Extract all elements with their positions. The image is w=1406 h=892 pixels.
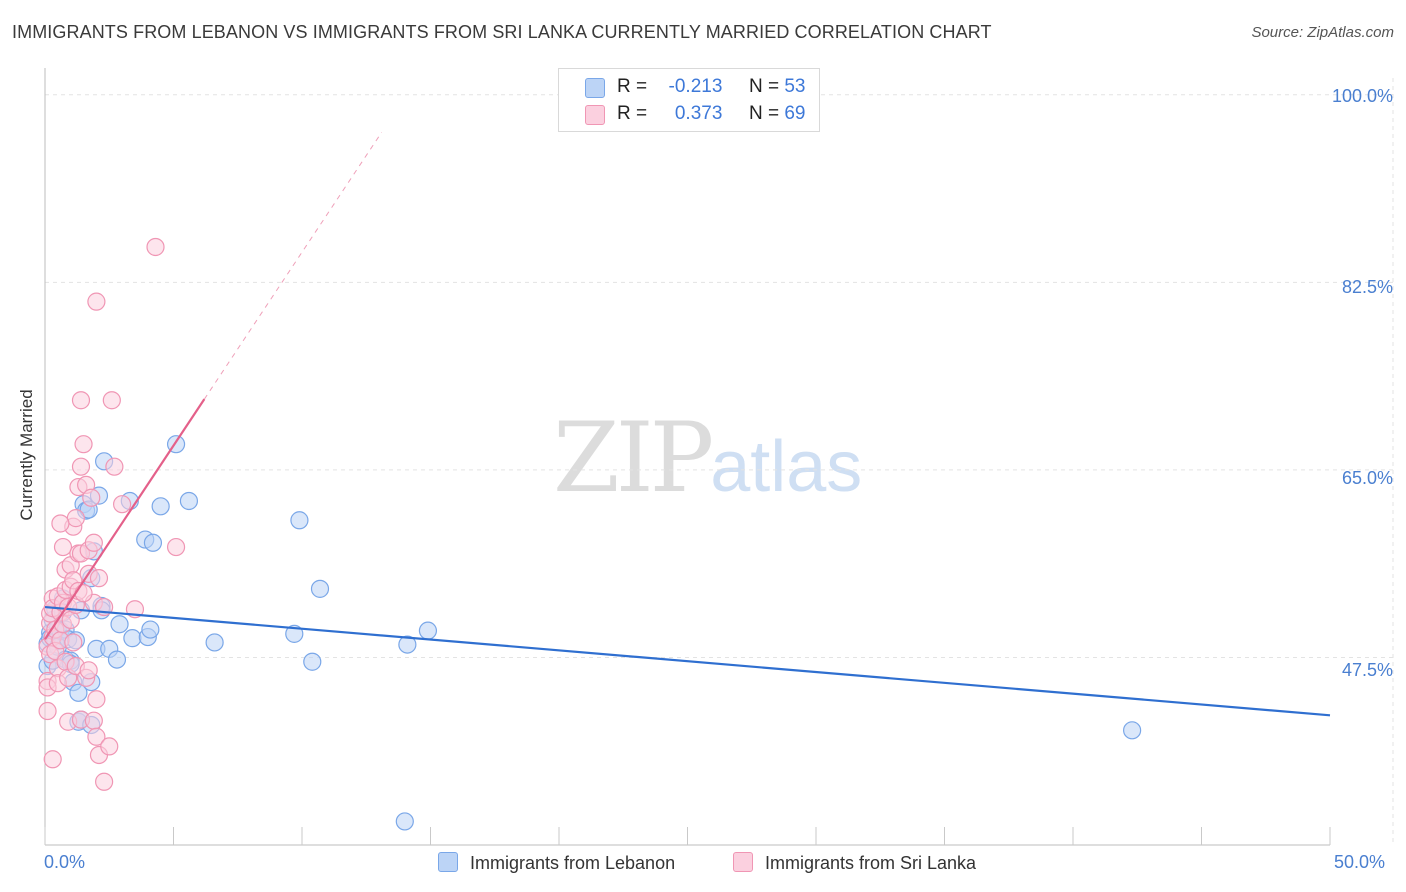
legend-swatch-srilanka xyxy=(585,105,605,125)
point-srilanka-55 xyxy=(89,569,109,588)
y-axis-label: Currently Married xyxy=(17,389,36,521)
point-lebanon-45 xyxy=(151,497,170,516)
watermark: ZIPatlas xyxy=(553,402,862,514)
point-lebanon-43 xyxy=(141,620,160,639)
point-srilanka-51 xyxy=(84,711,103,730)
chart-title: IMMIGRANTS FROM LEBANON VS IMMIGRANTS FR… xyxy=(12,22,992,42)
point-lebanon-47 xyxy=(179,491,199,511)
bottom-legend-label-srilanka: Immigrants from Sri Lanka xyxy=(765,853,977,873)
point-lebanon-40 xyxy=(123,629,142,648)
point-lebanon-53 xyxy=(398,635,417,654)
point-srilanka-59 xyxy=(100,737,119,756)
point-srilanka-2 xyxy=(38,701,57,721)
point-srilanka-62 xyxy=(112,495,132,514)
y-tick-label-65: 65.0% xyxy=(1341,468,1393,488)
point-srilanka-38 xyxy=(71,391,91,410)
point-srilanka-49 xyxy=(84,533,103,552)
point-srilanka-66 xyxy=(43,750,62,769)
y-tick-label-82-5: 82.5% xyxy=(1341,277,1393,297)
point-srilanka-60 xyxy=(102,391,121,410)
trend-line-lebanon xyxy=(44,605,1331,717)
bottom-legend-label-lebanon: Immigrants from Lebanon xyxy=(470,853,676,873)
point-lebanon-49 xyxy=(285,624,304,643)
bottom-legend-lebanon: Immigrants from Lebanon xyxy=(438,852,675,874)
point-srilanka-19 xyxy=(53,537,73,557)
point-srilanka-31 xyxy=(64,633,83,652)
trend-extension-srilanka xyxy=(203,132,383,400)
source-label: Source: ZipAtlas.com xyxy=(1251,24,1394,41)
point-srilanka-65 xyxy=(166,537,186,557)
point-srilanka-41 xyxy=(71,457,91,476)
point-srilanka-52 xyxy=(87,292,106,311)
point-srilanka-48 xyxy=(82,488,101,507)
y-tick-label-47-5: 47.5% xyxy=(1341,660,1393,680)
point-lebanon-51 xyxy=(303,652,322,671)
point-srilanka-68 xyxy=(74,584,93,603)
y-tick-label-100: 100.0% xyxy=(1331,86,1393,106)
trend-line-srilanka xyxy=(44,398,206,640)
point-lebanon-54 xyxy=(418,621,438,640)
bottom-legend-srilanka: Immigrants from Sri Lanka xyxy=(733,852,976,874)
point-lebanon-48 xyxy=(205,633,224,652)
point-lebanon-21 xyxy=(69,683,88,702)
point-srilanka-61 xyxy=(105,457,124,476)
point-srilanka-67 xyxy=(51,514,70,533)
x-tick-label-min: 0.0% xyxy=(44,852,86,872)
bottom-legend-swatch-srilanka xyxy=(733,852,753,872)
point-srilanka-42 xyxy=(74,435,93,454)
watermark-atlas: atlas xyxy=(710,427,863,507)
point-lebanon-55 xyxy=(1123,721,1142,740)
legend-stats-lebanon: R = -0.213 N = 53 xyxy=(617,76,806,97)
point-lebanon-44 xyxy=(143,533,163,552)
point-lebanon-56 xyxy=(395,812,414,831)
watermark-zip: ZIP xyxy=(553,402,714,514)
point-lebanon-52 xyxy=(310,579,330,598)
bottom-legend-swatch-lebanon xyxy=(438,852,458,872)
legend-stats-srilanka: R = 0.373 N = 69 xyxy=(617,103,806,124)
legend-swatch-lebanon xyxy=(585,78,605,98)
point-srilanka-54 xyxy=(87,727,106,746)
point-srilanka-58 xyxy=(95,772,114,791)
point-lebanon-50 xyxy=(290,511,309,530)
point-srilanka-47 xyxy=(79,661,98,680)
point-srilanka-53 xyxy=(87,690,106,709)
point-srilanka-32 xyxy=(66,509,85,528)
point-srilanka-64 xyxy=(146,237,165,257)
x-tick-label-max: 50.0% xyxy=(1334,852,1386,872)
legend-box: R = -0.213 N = 53 R = 0.373 N = 69 xyxy=(558,68,820,132)
point-lebanon-38 xyxy=(110,615,129,634)
point-lebanon-37 xyxy=(107,650,127,669)
